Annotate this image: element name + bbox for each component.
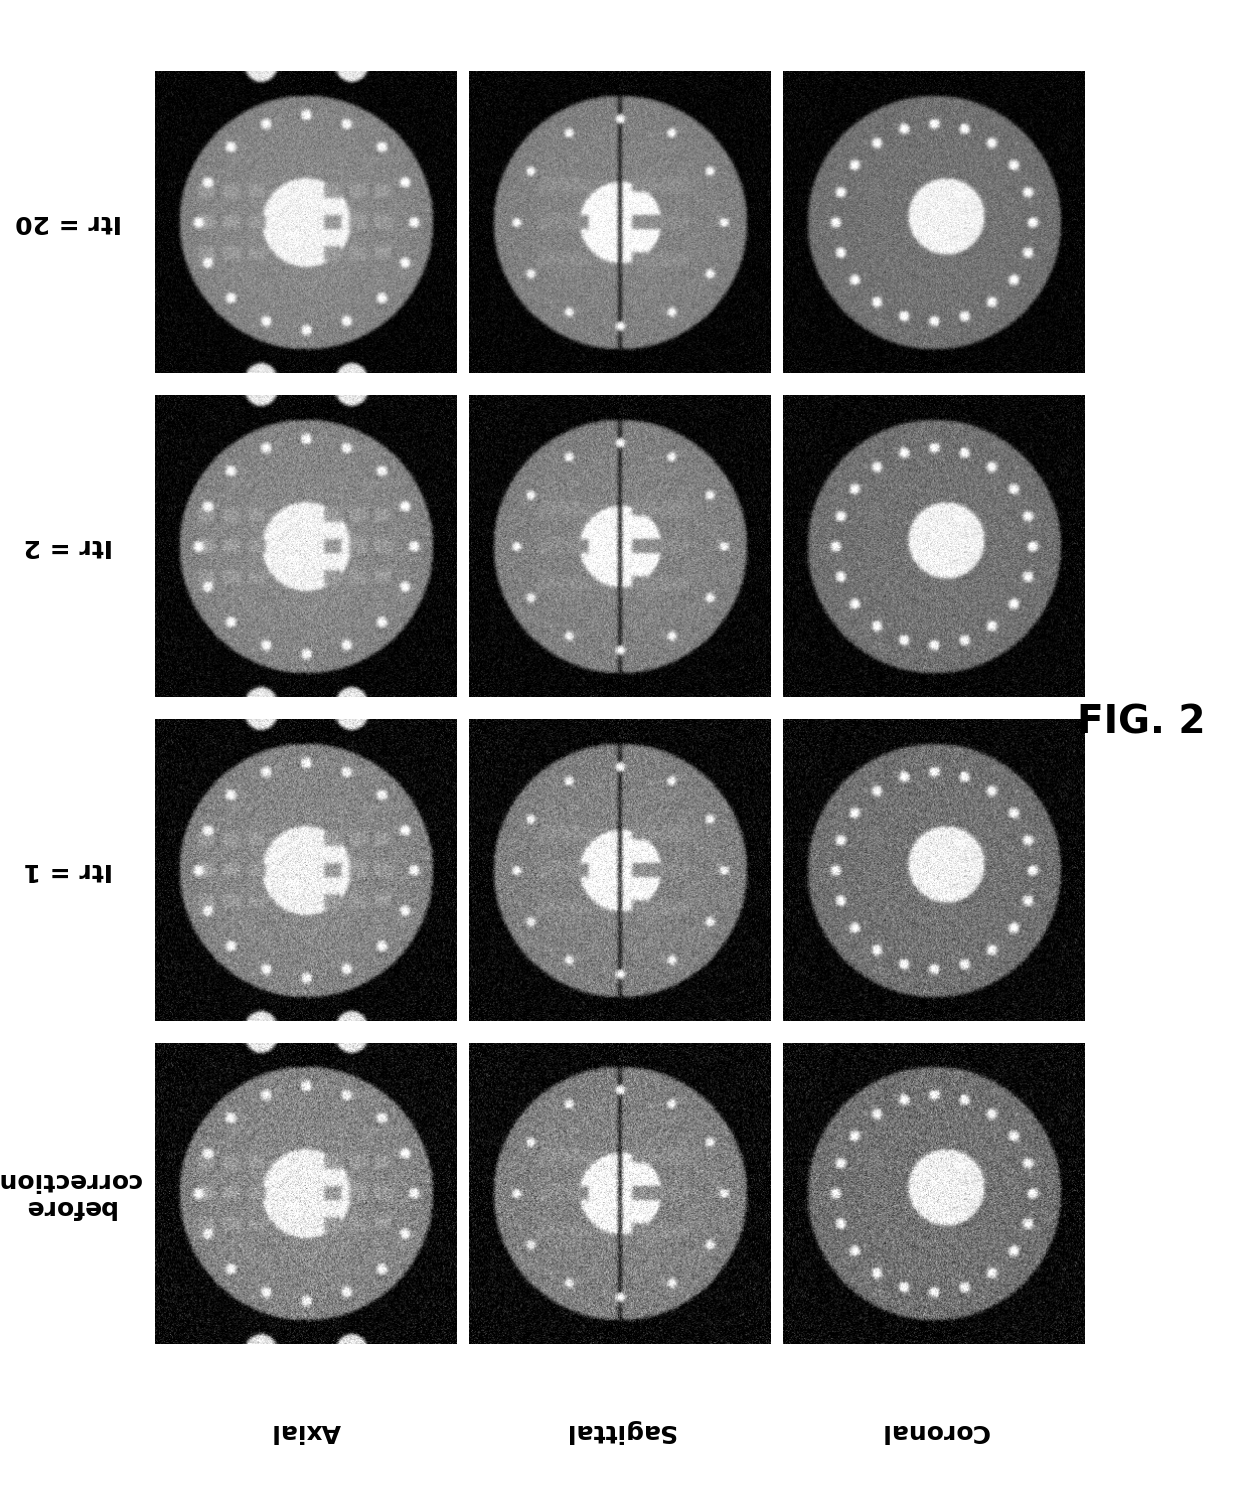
Text: Axial: Axial (272, 1419, 341, 1443)
Text: Itr = 2: Itr = 2 (24, 535, 113, 557)
Text: Itr = 1: Itr = 1 (24, 858, 113, 881)
Text: Coronal: Coronal (879, 1419, 988, 1443)
Text: FIG. 2: FIG. 2 (1076, 703, 1205, 742)
Text: before
correction: before correction (0, 1167, 140, 1220)
Text: Sagittal: Sagittal (564, 1419, 676, 1443)
Text: Itr = 20: Itr = 20 (15, 211, 122, 233)
